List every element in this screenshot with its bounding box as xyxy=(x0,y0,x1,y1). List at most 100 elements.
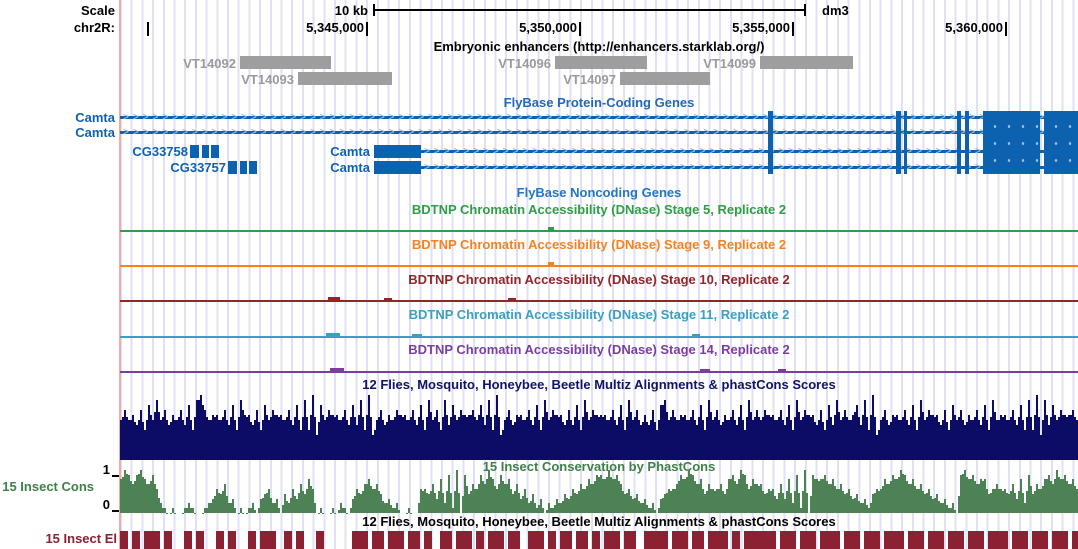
track-title-bdtnp[interactable]: BDTNP Chromatin Accessibility (DNase) St… xyxy=(408,307,790,322)
conserved-element[interactable] xyxy=(708,531,728,549)
gene-exon-block[interactable] xyxy=(240,161,247,174)
conserved-element[interactable] xyxy=(560,531,572,549)
gene-exon-block[interactable] xyxy=(228,161,237,174)
conserved-element[interactable] xyxy=(284,531,292,549)
conserved-element[interactable] xyxy=(352,531,368,549)
enhancer-item-label[interactable]: VT14096 xyxy=(498,56,551,71)
gene-intron-line[interactable] xyxy=(421,150,1078,153)
gene-exon-tick[interactable] xyxy=(896,111,901,174)
gene-exon-block[interactable] xyxy=(202,145,209,158)
conserved-element[interactable] xyxy=(884,531,904,549)
bdtnp-signal-baseline[interactable] xyxy=(120,336,1078,338)
conserved-element[interactable] xyxy=(424,531,432,549)
conserved-element[interactable] xyxy=(576,531,588,549)
conserved-element[interactable] xyxy=(120,531,128,549)
track-title-bdtnp[interactable]: BDTNP Chromatin Accessibility (DNase) St… xyxy=(411,202,787,217)
gene-label-camta-2[interactable]: Camta xyxy=(75,125,115,140)
conserved-element[interactable] xyxy=(548,531,556,549)
conserved-element[interactable] xyxy=(228,531,236,549)
conserved-element[interactable] xyxy=(372,531,384,549)
conserved-element[interactable] xyxy=(1032,531,1048,549)
gene-intron-line[interactable] xyxy=(120,131,1078,134)
gene-exon-tick[interactable] xyxy=(768,111,773,174)
conserved-element[interactable] xyxy=(948,531,964,549)
conserved-element[interactable] xyxy=(508,531,520,549)
track-title-flybase-coding[interactable]: FlyBase Protein-Coding Genes xyxy=(503,95,695,110)
gene-label-camta[interactable]: Camta xyxy=(330,144,370,159)
gene-label-camta[interactable]: Camta xyxy=(330,160,370,175)
conserved-element[interactable] xyxy=(908,531,924,549)
gene-label-cg[interactable]: CG33758 xyxy=(132,144,188,159)
gene-exon-block-large[interactable] xyxy=(983,111,1040,174)
conserved-element[interactable] xyxy=(296,531,304,549)
gene-exon-block[interactable] xyxy=(190,145,199,158)
enhancer-item-label[interactable]: VT14093 xyxy=(241,72,294,87)
track-title-bdtnp[interactable]: BDTNP Chromatin Accessibility (DNase) St… xyxy=(408,272,790,287)
gene-intron-line[interactable] xyxy=(120,116,1078,119)
conserved-element[interactable] xyxy=(644,531,668,549)
track-left-label-insect-cons[interactable]: 15 Insect Cons xyxy=(2,479,94,494)
track-title-bdtnp[interactable]: BDTNP Chromatin Accessibility (DNase) St… xyxy=(411,237,787,252)
conserved-element[interactable] xyxy=(968,531,984,549)
conserved-element[interactable] xyxy=(164,531,172,549)
gene-exon-tick[interactable] xyxy=(957,111,961,174)
gene-exon-block[interactable] xyxy=(374,145,421,158)
conserved-element[interactable] xyxy=(216,531,224,549)
enhancer-item-box[interactable] xyxy=(760,56,853,69)
conserved-element[interactable] xyxy=(1072,531,1078,549)
conserved-element[interactable] xyxy=(132,531,140,549)
conserved-element[interactable] xyxy=(316,531,324,549)
track-title-bdtnp[interactable]: BDTNP Chromatin Accessibility (DNase) St… xyxy=(408,342,790,357)
enhancer-item-label[interactable]: VT14097 xyxy=(563,72,616,87)
conserved-element[interactable] xyxy=(260,531,276,549)
conserved-element[interactable] xyxy=(780,531,796,549)
track-left-label-insect-elements[interactable]: 15 Insect El xyxy=(45,531,117,546)
bdtnp-signal-baseline[interactable] xyxy=(120,371,1078,373)
gene-intron-line[interactable] xyxy=(421,166,1078,169)
gene-label-camta-1[interactable]: Camta xyxy=(75,110,115,125)
conserved-element[interactable] xyxy=(184,531,192,549)
track-title-embryonic-enhancers[interactable]: Embryonic enhancers (http://enhancers.st… xyxy=(433,39,765,54)
conserved-element[interactable] xyxy=(592,531,600,549)
conserved-element[interactable] xyxy=(488,531,504,549)
conserved-element[interactable] xyxy=(988,531,1008,549)
conserved-element[interactable] xyxy=(744,531,776,549)
enhancer-item-box[interactable] xyxy=(555,56,647,69)
bdtnp-signal-baseline[interactable] xyxy=(120,230,1078,232)
gene-exon-block-large[interactable] xyxy=(1044,111,1078,174)
gene-exon-block[interactable] xyxy=(211,145,219,158)
conserved-element[interactable] xyxy=(456,531,472,549)
conserved-element[interactable] xyxy=(732,531,740,549)
conserved-element[interactable] xyxy=(672,531,688,549)
gene-exon-tick[interactable] xyxy=(904,111,907,174)
conserved-element[interactable] xyxy=(528,531,544,549)
bdtnp-signal-baseline[interactable] xyxy=(120,265,1078,267)
enhancer-item-label[interactable]: VT14092 xyxy=(183,56,236,71)
conserved-element[interactable] xyxy=(1012,531,1028,549)
track-title-multiz-elements[interactable]: 12 Flies, Mosquito, Honeybee, Beetle Mul… xyxy=(362,514,836,529)
conserved-element[interactable] xyxy=(388,531,404,549)
conserved-element[interactable] xyxy=(248,531,256,549)
gene-label-cg[interactable]: CG33757 xyxy=(170,160,226,175)
enhancer-item-box[interactable] xyxy=(298,72,392,85)
enhancer-item-box[interactable] xyxy=(240,56,331,69)
conserved-element[interactable] xyxy=(144,531,160,549)
conserved-element[interactable] xyxy=(844,531,860,549)
enhancer-item-label[interactable]: VT14099 xyxy=(703,56,756,71)
enhancer-item-box[interactable] xyxy=(620,72,710,85)
conserved-element[interactable] xyxy=(928,531,944,549)
conserved-element[interactable] xyxy=(624,531,636,549)
track-title-phastcons[interactable]: 15 Insect Conservation by PhastCons xyxy=(482,459,716,474)
bdtnp-signal-baseline[interactable] xyxy=(120,300,1078,302)
conserved-element[interactable] xyxy=(820,531,840,549)
conserved-element[interactable] xyxy=(408,531,420,549)
conserved-element[interactable] xyxy=(692,531,704,549)
conserved-element[interactable] xyxy=(196,531,204,549)
track-title-flybase-noncoding[interactable]: FlyBase Noncoding Genes xyxy=(516,185,682,200)
conserved-element[interactable] xyxy=(800,531,816,549)
conserved-element[interactable] xyxy=(440,531,452,549)
gene-exon-tick[interactable] xyxy=(965,111,969,174)
conserved-element[interactable] xyxy=(604,531,620,549)
conserved-element[interactable] xyxy=(1052,531,1068,549)
conserved-element[interactable] xyxy=(864,531,880,549)
